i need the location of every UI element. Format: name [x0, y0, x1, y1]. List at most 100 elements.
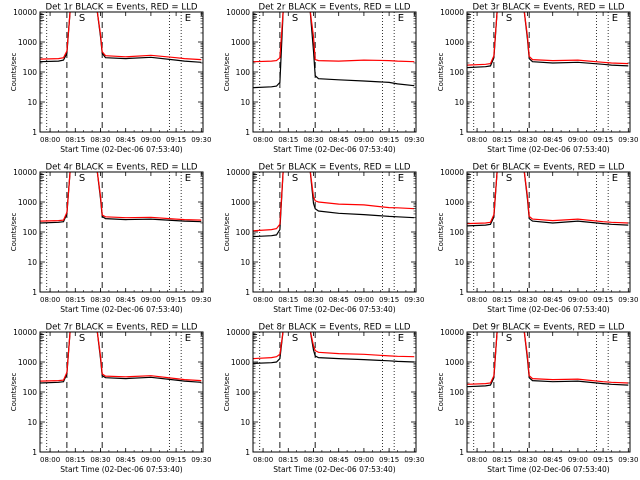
x-tick-label: 09:30 [404, 296, 424, 304]
region-marker-label: E [612, 173, 618, 184]
plot-frame [466, 11, 631, 133]
y-axis-label: Counts/sec [437, 53, 445, 92]
x-tick-label: 09:00 [568, 296, 588, 304]
x-tick-label: 09:15 [593, 136, 613, 144]
lld-series-line [253, 332, 415, 360]
region-marker-label: E [252, 173, 258, 184]
x-tick-label: 08:00 [467, 296, 487, 304]
y-axis-label: Counts/sec [437, 373, 445, 412]
x-axis-label: Start Time (02-Dec-06 07:53:40) [273, 465, 395, 474]
y-axis-label: Counts/sec [437, 213, 445, 252]
x-tick-label: 09:15 [379, 296, 399, 304]
y-tick-label: 10 [240, 258, 250, 267]
y-tick-label: 10000 [226, 328, 250, 337]
detector-panel-8: 1 10 100 1000 10000 08:00 08:15 08:30 08:45 09:00… [223, 323, 424, 475]
y-tick-label: 10000 [226, 168, 250, 177]
x-tick-label: 08:30 [517, 456, 537, 464]
y-tick-label: 100 [236, 228, 251, 237]
panel-title: Det 7r BLACK = Events, RED = LLD [45, 323, 197, 333]
x-tick-label: 08:15 [278, 136, 298, 144]
y-tick-label: 100 [23, 388, 38, 397]
x-tick-label: 08:45 [329, 136, 349, 144]
x-tick-label: 09:15 [593, 456, 613, 464]
x-tick-label: 08:15 [278, 456, 298, 464]
x-tick-label: 09:15 [166, 296, 186, 304]
y-tick-label: 10000 [440, 328, 464, 337]
x-axis-label: Start Time (02-Dec-06 07:53:40) [273, 305, 395, 314]
y-tick-label: 100 [450, 388, 465, 397]
y-tick-label: 1000 [445, 358, 464, 367]
x-tick-label: 08:30 [90, 456, 110, 464]
x-tick-label: 09:30 [404, 136, 424, 144]
lld-series-line [467, 172, 629, 225]
y-tick-label: 100 [236, 68, 251, 77]
x-tick-label: 08:15 [278, 296, 298, 304]
panel-title: Det 1r BLACK = Events, RED = LLD [45, 3, 197, 13]
plot-frame [39, 331, 204, 453]
region-marker-label: S [506, 13, 512, 24]
x-tick-label: 08:00 [253, 456, 273, 464]
x-tick-label: 08:15 [65, 296, 85, 304]
x-tick-label: 09:00 [354, 136, 374, 144]
panel-title: Det 2r BLACK = Events, RED = LLD [258, 3, 410, 13]
lld-series-line [40, 172, 202, 222]
detector-panel-7: 1 10 100 1000 10000 08:00 08:15 08:30 08:45 09:00… [10, 323, 211, 475]
events-series-line [253, 12, 415, 89]
panel-title: Det 6r BLACK = Events, RED = LLD [472, 163, 624, 173]
events-series-line [40, 332, 202, 384]
region-marker-label: E [185, 13, 191, 24]
y-tick-label: 1000 [231, 358, 250, 367]
x-tick-label: 09:15 [593, 296, 613, 304]
region-marker-label: E [466, 333, 472, 344]
x-tick-label: 09:00 [141, 456, 161, 464]
x-tick-label: 09:00 [568, 456, 588, 464]
y-axis-label: Counts/sec [223, 373, 231, 412]
x-tick-label: 09:00 [354, 296, 374, 304]
detector-panel-5: 1 10 100 1000 10000 08:00 08:15 08:30 08:45 09:00… [223, 163, 424, 315]
y-tick-label: 10 [27, 98, 37, 107]
region-marker-label: E [612, 13, 618, 24]
y-tick-label: 10 [240, 98, 250, 107]
events-series-line [467, 332, 629, 388]
region-marker-label: S [292, 13, 298, 24]
y-tick-label: 1 [32, 448, 37, 457]
region-marker-label: E [398, 13, 404, 24]
x-tick-label: 09:00 [141, 296, 161, 304]
events-series-line [253, 332, 415, 364]
lld-series-line [467, 332, 629, 385]
x-tick-label: 08:45 [543, 456, 563, 464]
x-tick-label: 09:30 [191, 136, 211, 144]
x-tick-label: 08:00 [467, 456, 487, 464]
lld-series-line [253, 172, 415, 232]
detector-panel-6: 1 10 100 1000 10000 08:00 08:15 08:30 08:45 09:00… [437, 163, 638, 315]
y-tick-label: 10 [27, 258, 37, 267]
y-tick-label: 100 [23, 68, 38, 77]
y-tick-label: 100 [450, 68, 465, 77]
y-tick-label: 1 [459, 288, 464, 297]
y-tick-label: 1000 [18, 358, 37, 367]
plot-frame [252, 11, 417, 133]
y-tick-label: 10 [454, 418, 464, 427]
panel-title: Det 3r BLACK = Events, RED = LLD [472, 3, 624, 13]
region-marker-label: E [398, 173, 404, 184]
y-tick-label: 10000 [13, 168, 37, 177]
y-axis-label: Counts/sec [10, 373, 18, 412]
y-tick-label: 10 [454, 258, 464, 267]
region-marker-label: E [252, 333, 258, 344]
region-marker-label: E [612, 333, 618, 344]
y-tick-label: 1000 [18, 38, 37, 47]
x-tick-label: 08:45 [543, 136, 563, 144]
x-tick-label: 09:30 [618, 296, 638, 304]
x-tick-label: 08:15 [492, 456, 512, 464]
panel-title: Det 5r BLACK = Events, RED = LLD [258, 163, 410, 173]
region-marker-label: S [79, 13, 85, 24]
x-tick-label: 09:30 [618, 136, 638, 144]
x-tick-label: 09:15 [379, 136, 399, 144]
region-marker-label: E [39, 13, 45, 24]
detector-panel-4: 1 10 100 1000 10000 08:00 08:15 08:30 08:45 09:00… [10, 163, 211, 315]
x-tick-label: 08:00 [467, 136, 487, 144]
x-tick-label: 08:30 [517, 296, 537, 304]
region-marker-label: E [252, 13, 258, 24]
x-tick-label: 08:30 [90, 136, 110, 144]
